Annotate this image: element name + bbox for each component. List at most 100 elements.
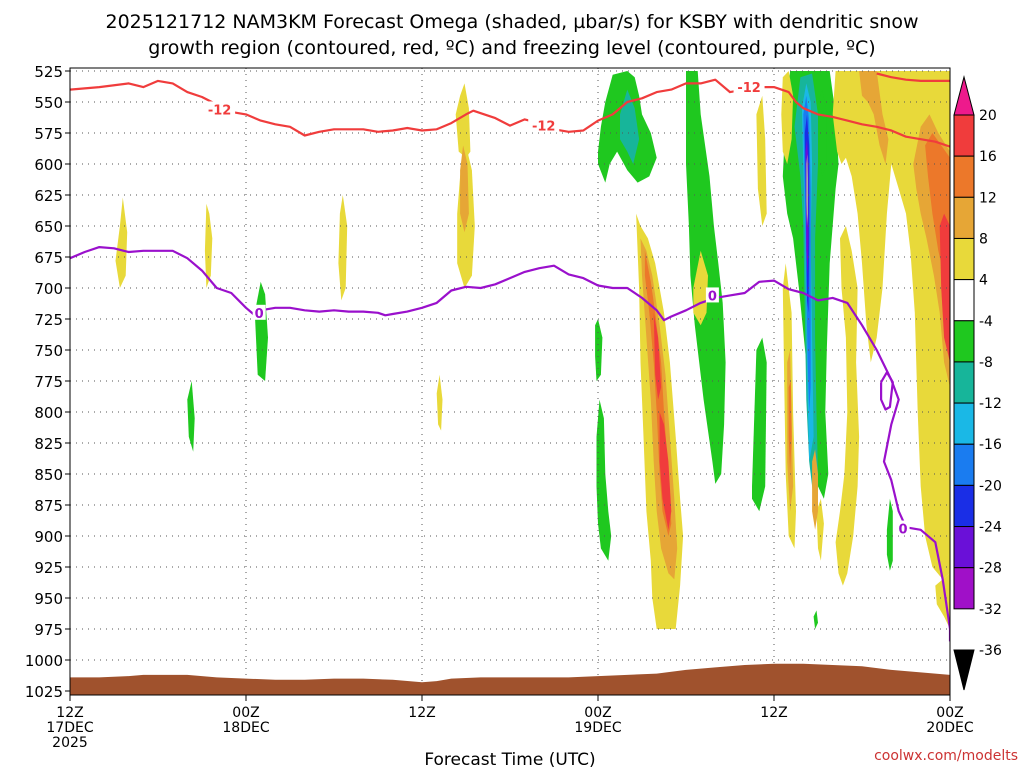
x-tick-label-0-1: 17DEC xyxy=(46,720,93,736)
dendritic-label-2-text: -12 xyxy=(532,120,556,135)
omega-region-40 xyxy=(859,71,889,164)
y-tick-label-725: 725 xyxy=(34,311,63,329)
omega-region-32 xyxy=(756,95,767,226)
colorbar-bin-1 xyxy=(953,114,975,157)
y-tick-label-550: 550 xyxy=(34,94,63,112)
freezing-level-loop xyxy=(879,371,894,411)
freezing-level-contour xyxy=(70,246,950,642)
dendritic-label-1-text: -12 xyxy=(208,103,232,118)
freezing-label-2-bg xyxy=(705,287,719,303)
colorbar-label-0: 20 xyxy=(979,108,997,124)
y-tick-label-825: 825 xyxy=(34,435,63,453)
terrain-layer xyxy=(70,663,950,695)
credit-text: coolwx.com/modelts xyxy=(874,748,1018,764)
dendritic-contour-minus12 xyxy=(70,78,950,148)
colorbar-bin-10 xyxy=(953,484,975,528)
omega-region-6 xyxy=(436,374,443,431)
omega-region-38 xyxy=(835,226,860,586)
dendritic-label-2-bg xyxy=(528,117,560,133)
colorbar-label-12: -32 xyxy=(979,602,1002,618)
colorbar-label-8: -16 xyxy=(979,437,1002,453)
contour-layer: -12 -12 -12 0 0 0 xyxy=(70,72,950,642)
x-tick-label-5-0: 00Z xyxy=(936,705,963,721)
y-tick-label-900: 900 xyxy=(34,528,63,546)
x-tick-label-1-0: 00Z xyxy=(232,705,259,721)
colorbar-bin-7 xyxy=(953,361,975,404)
x-tick-label-2-0: 12Z xyxy=(408,705,435,721)
colorbar-bottom-arrow xyxy=(953,649,975,691)
y-tick-label-1000: 1000 xyxy=(25,652,63,670)
freezing-label-3: 0 xyxy=(896,520,910,538)
freezing-label-3-bg xyxy=(896,520,910,536)
y-tick-label-775: 775 xyxy=(34,373,63,391)
omega-shading-layer xyxy=(115,71,950,629)
colorbar-bin-9 xyxy=(953,443,975,486)
colorbar-label-9: -20 xyxy=(979,478,1002,494)
colorbar-bin-11 xyxy=(953,526,975,569)
chart-title-line1: 2025121712 NAM3KM Forecast Omega (shaded… xyxy=(105,11,918,33)
y-tick-label-750: 750 xyxy=(34,342,63,360)
omega-region-25 xyxy=(813,610,818,629)
colorbar-label-3: 8 xyxy=(979,231,988,247)
omega-region-33 xyxy=(816,498,824,561)
x-tick-label-3-1: 19DEC xyxy=(574,720,621,736)
omega-region-10 xyxy=(620,89,640,164)
freezing-label-1-text: 0 xyxy=(255,307,264,322)
omega-region-45 xyxy=(812,449,818,530)
y-tick-label-850: 850 xyxy=(34,466,63,484)
dendritic-label-1-bg xyxy=(204,101,236,117)
omega-region-26 xyxy=(886,498,893,571)
omega-region-8 xyxy=(187,381,195,452)
x-tick-label-1-1: 18DEC xyxy=(222,720,269,736)
freezing-label-3-text: 0 xyxy=(899,523,908,538)
colorbar-bin-2 xyxy=(953,155,975,198)
freezing-label-1: 0 xyxy=(252,304,266,322)
omega-region-39 xyxy=(935,573,950,629)
y-tick-label-1025: 1025 xyxy=(25,683,63,701)
colorbar-bin-12 xyxy=(953,567,975,610)
omega-region-1 xyxy=(204,203,213,288)
omega-region-12 xyxy=(596,399,612,561)
x-tick-label-5-1: 20DEC xyxy=(926,720,973,736)
chart-title-line2: growth region (contoured, red, ºC) and f… xyxy=(148,37,875,59)
y-tick-label-625: 625 xyxy=(34,187,63,205)
y-tick-label-675: 675 xyxy=(34,249,63,267)
dendritic-label-2: -12 xyxy=(528,117,560,135)
colorbar-label-6: -8 xyxy=(979,355,993,371)
colorbar-bin-3 xyxy=(953,196,975,239)
terrain-fill xyxy=(70,663,950,695)
y-tick-label-525: 525 xyxy=(34,63,63,81)
x-tick-label-3-0: 00Z xyxy=(584,705,611,721)
x-tick-label-0-0: 12Z xyxy=(56,705,83,721)
colorbar-label-10: -24 xyxy=(979,520,1002,536)
x-tick-label-0-2: 2025 xyxy=(52,735,88,751)
freezing-label-2: 0 xyxy=(705,287,719,304)
y-tick-label-650: 650 xyxy=(34,218,63,236)
colorbar-label-5: -4 xyxy=(979,314,993,330)
omega-region-4 xyxy=(460,145,469,233)
freezing-label-1-bg xyxy=(252,304,266,320)
colorbar-bin-4 xyxy=(953,237,975,281)
y-tick-label-600: 600 xyxy=(34,156,63,174)
colorbar-label-4: 4 xyxy=(979,273,988,289)
y-tick-label-575: 575 xyxy=(34,125,63,143)
dendritic-label-1: -12 xyxy=(204,101,236,118)
y-tick-label-875: 875 xyxy=(34,497,63,515)
y-axis: 525 550 575 600 625 650 675 700 725 750 775 800 825 8… xyxy=(25,63,70,701)
omega-region-15 xyxy=(752,337,767,512)
omega-region-31 xyxy=(659,412,672,530)
omega-region-30 xyxy=(653,312,662,400)
colorbar-bin-8 xyxy=(953,402,975,445)
colorbar-bin-5 xyxy=(953,279,975,322)
x-tick-label-4-0: 12Z xyxy=(760,705,787,721)
y-tick-label-800: 800 xyxy=(34,404,63,422)
colorbar-bin-6 xyxy=(953,320,975,363)
colorbar-label-7: -12 xyxy=(979,396,1002,412)
y-tick-label-925: 925 xyxy=(34,559,63,577)
grid-layer xyxy=(70,68,950,695)
plot-area: -12 -12 -12 0 0 0 xyxy=(70,68,950,695)
colorbar-label-2: 12 xyxy=(979,190,997,206)
colorbar-label-13: -36 xyxy=(979,643,1002,659)
